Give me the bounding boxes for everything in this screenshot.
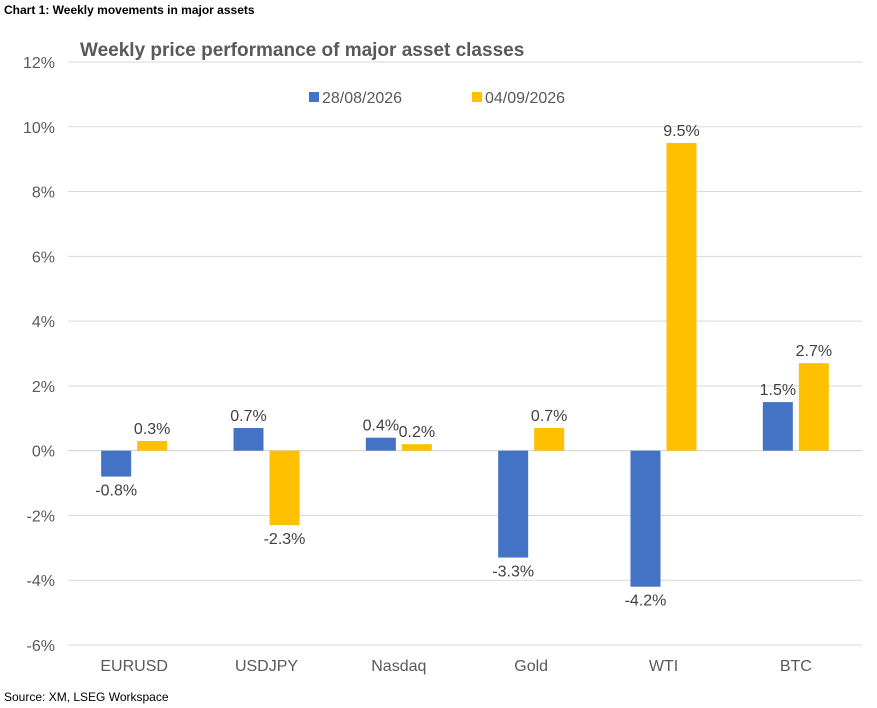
x-tick-label: WTI — [649, 658, 678, 675]
bar-usdjpy-series-1 — [233, 427, 264, 451]
bar-wti-series-2 — [666, 142, 697, 451]
data-label: 0.4% — [363, 418, 399, 435]
bar-eurusd-series-1 — [101, 450, 132, 477]
x-axis-tick-labels: EURUSD USDJPY Nasdaq Gold WTI BTC — [100, 658, 811, 675]
data-label: -4.2% — [625, 593, 667, 610]
gridlines — [68, 61, 862, 646]
x-tick-label: Nasdaq — [371, 658, 426, 675]
x-tick-label: Gold — [514, 658, 548, 675]
legend-swatch — [309, 92, 319, 102]
y-tick-label: -6% — [27, 638, 55, 655]
legend-swatch — [472, 92, 482, 102]
x-tick-label: EURUSD — [100, 658, 168, 675]
data-label: 1.5% — [760, 382, 796, 399]
data-labels: -0.8% 0.3% 0.7% -2.3% 0.4% 0.2% -3.3% 0.7% -4.2%… — [95, 123, 832, 610]
y-tick-label: 10% — [23, 120, 55, 137]
bar-btc-series-1 — [762, 402, 793, 451]
data-label: 9.5% — [663, 123, 699, 140]
chart-title: Weekly price performance of major asset … — [80, 40, 524, 61]
bar-eurusd-series-2 — [137, 440, 168, 451]
y-tick-label: 2% — [32, 379, 55, 396]
bar-usdjpy-series-2 — [269, 450, 300, 526]
data-label: -3.3% — [492, 564, 534, 581]
bar-wti-series-1 — [630, 450, 661, 587]
data-label: 0.2% — [399, 424, 435, 441]
data-label: 0.3% — [134, 421, 170, 438]
bar-btc-series-2 — [798, 363, 829, 451]
bar-chart: Weekly price performance of major asset … — [23, 40, 862, 675]
bar-gold-series-1 — [498, 450, 529, 558]
y-tick-label: 8% — [32, 185, 55, 202]
data-label: -2.3% — [264, 531, 306, 548]
y-tick-label: -4% — [27, 573, 55, 590]
bar-nasdaq-series-2 — [401, 444, 432, 451]
y-tick-label: 0% — [32, 444, 55, 461]
x-tick-label: USDJPY — [235, 658, 298, 675]
y-tick-label: -2% — [27, 508, 55, 525]
y-tick-label: 4% — [32, 314, 55, 331]
legend-label: 04/09/2026 — [485, 90, 565, 107]
data-label: 0.7% — [531, 408, 567, 425]
bars — [101, 142, 829, 587]
data-label: -0.8% — [95, 483, 137, 500]
data-label: 2.7% — [796, 343, 832, 360]
source-note: Source: XM, LSEG Workspace — [4, 690, 169, 704]
chart-caption: Chart 1: Weekly movements in major asset… — [4, 3, 255, 17]
legend: 28/08/2026 04/09/2026 — [309, 90, 565, 107]
bar-gold-series-2 — [534, 427, 565, 451]
data-label: 0.7% — [230, 408, 266, 425]
y-axis-tick-labels: -6% -4% -2% 0% 2% 4% 6% 8% 10% 12% — [23, 55, 55, 655]
y-tick-label: 6% — [32, 249, 55, 266]
legend-label: 28/08/2026 — [322, 90, 402, 107]
x-tick-label: BTC — [780, 658, 812, 675]
y-tick-label: 12% — [23, 55, 55, 72]
bar-nasdaq-series-1 — [365, 437, 396, 451]
